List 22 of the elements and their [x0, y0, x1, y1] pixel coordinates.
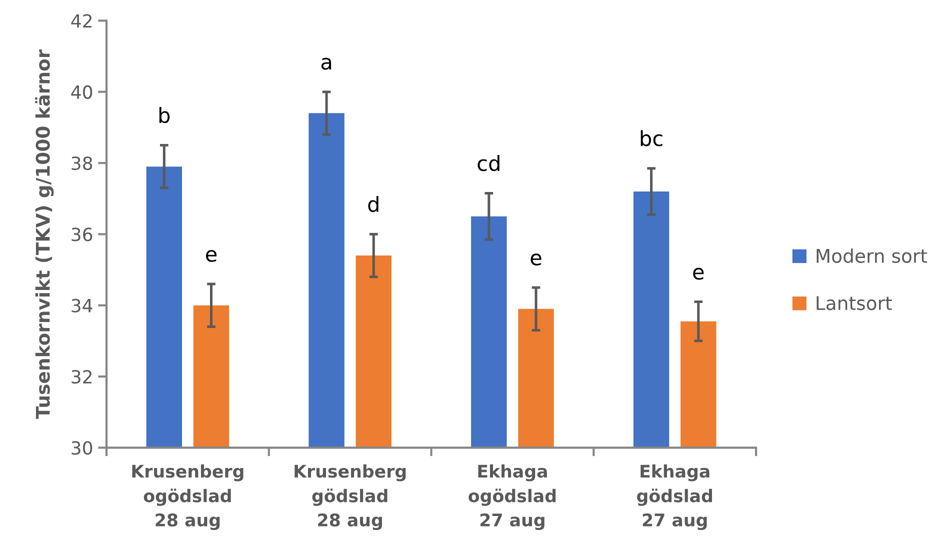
x-tick-label: Ekhaga ogödslad 27 aug: [468, 464, 556, 530]
data-label: e: [693, 268, 704, 280]
data-label: e: [530, 254, 542, 266]
legend-label: Lantsort: [816, 296, 892, 310]
data-label: e: [206, 250, 217, 262]
x-tick-label: Ekhaga gödslad 27 aug: [637, 464, 712, 530]
legend-label: Modern sort: [816, 248, 928, 263]
data-label: bc: [640, 130, 662, 146]
y-tick-label: 34: [72, 298, 92, 312]
y-tick-label: 40: [71, 85, 92, 99]
y-axis-title: Tusenkornvikt (TKV) g/1000 kärnor: [35, 49, 54, 419]
y-tick-label: 38: [72, 156, 92, 170]
data-label: d: [368, 196, 378, 212]
y-tick-label: 32: [72, 370, 92, 384]
x-tick-label: Krusenberg ogödslad 28 aug: [132, 464, 244, 530]
data-label: cd: [478, 155, 500, 172]
data-label: b: [159, 106, 170, 124]
y-tick-label: 36: [72, 228, 92, 242]
y-tick-label: 30: [72, 441, 92, 455]
data-label: a: [321, 58, 332, 70]
y-tick-label: 42: [71, 14, 92, 28]
x-tick-label: Krusenberg gödslad 28 aug: [294, 464, 406, 530]
